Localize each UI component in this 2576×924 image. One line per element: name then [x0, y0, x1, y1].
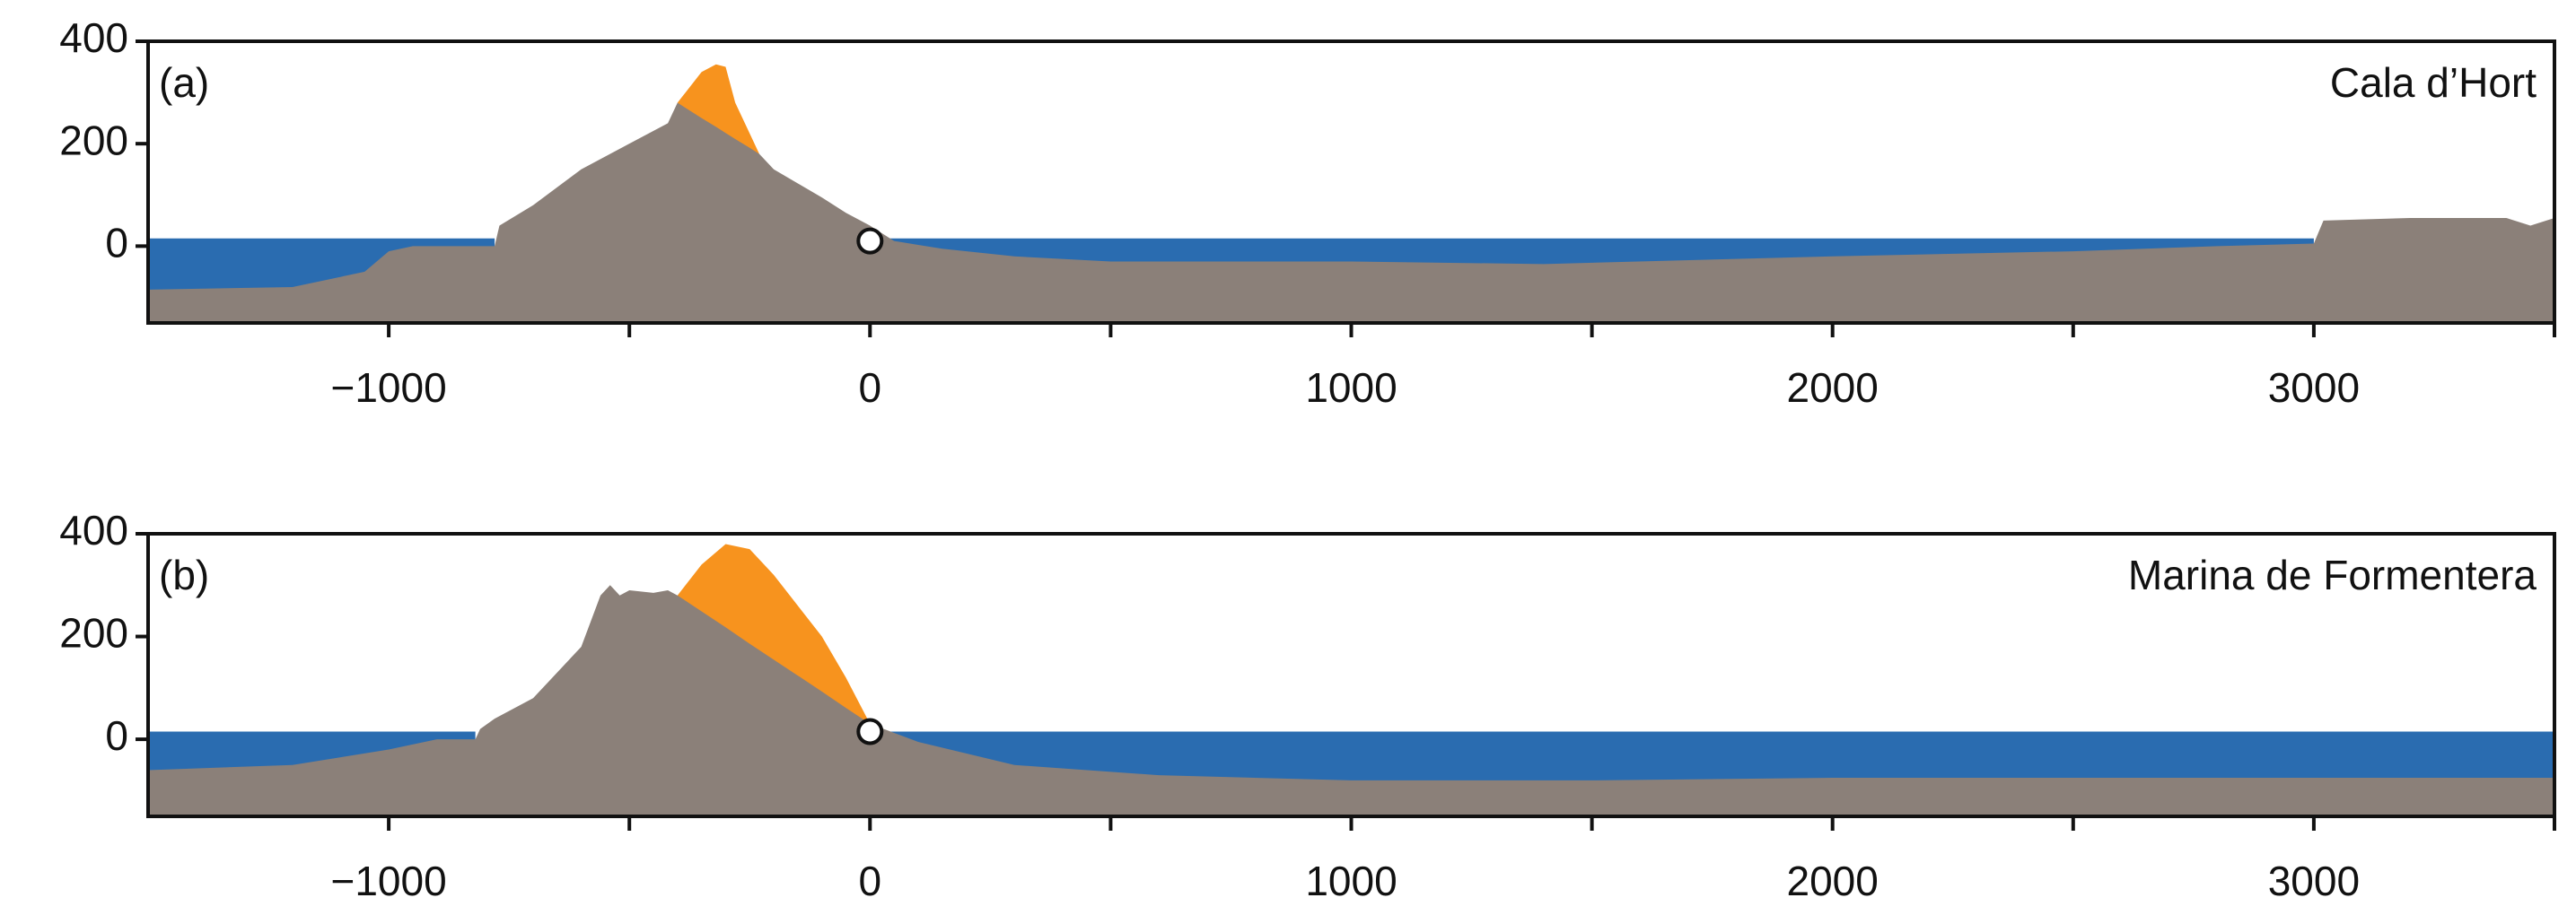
x-tick-label: 2000	[1787, 364, 1879, 411]
panel-label: (a)	[159, 59, 209, 106]
panel-annotation: Marina de Formentera	[2128, 552, 2537, 598]
area	[148, 102, 2554, 323]
panel-annotation: Cala d’Hort	[2330, 59, 2537, 106]
x-tick-label: 1000	[1305, 364, 1397, 411]
y-tick-label: 0	[105, 712, 128, 759]
x-tick-label: 3000	[2268, 364, 2360, 411]
point-marker	[856, 718, 884, 745]
y-tick-label: 200	[59, 117, 128, 163]
point-marker	[856, 227, 884, 255]
y-tick-label: 400	[59, 14, 128, 61]
y-tick-label: 400	[59, 507, 128, 554]
x-tick-label: −1000	[330, 858, 446, 904]
x-tick-label: 2000	[1787, 858, 1879, 904]
area	[148, 585, 2554, 816]
x-tick-label: 0	[859, 364, 882, 411]
y-tick-label: 0	[105, 220, 128, 266]
x-tick-label: 0	[859, 858, 882, 904]
x-tick-label: 3000	[2268, 858, 2360, 904]
x-tick-label: −1000	[330, 364, 446, 411]
panel-label: (b)	[159, 552, 209, 598]
y-tick-label: 200	[59, 610, 128, 657]
x-tick-label: 1000	[1305, 858, 1397, 904]
